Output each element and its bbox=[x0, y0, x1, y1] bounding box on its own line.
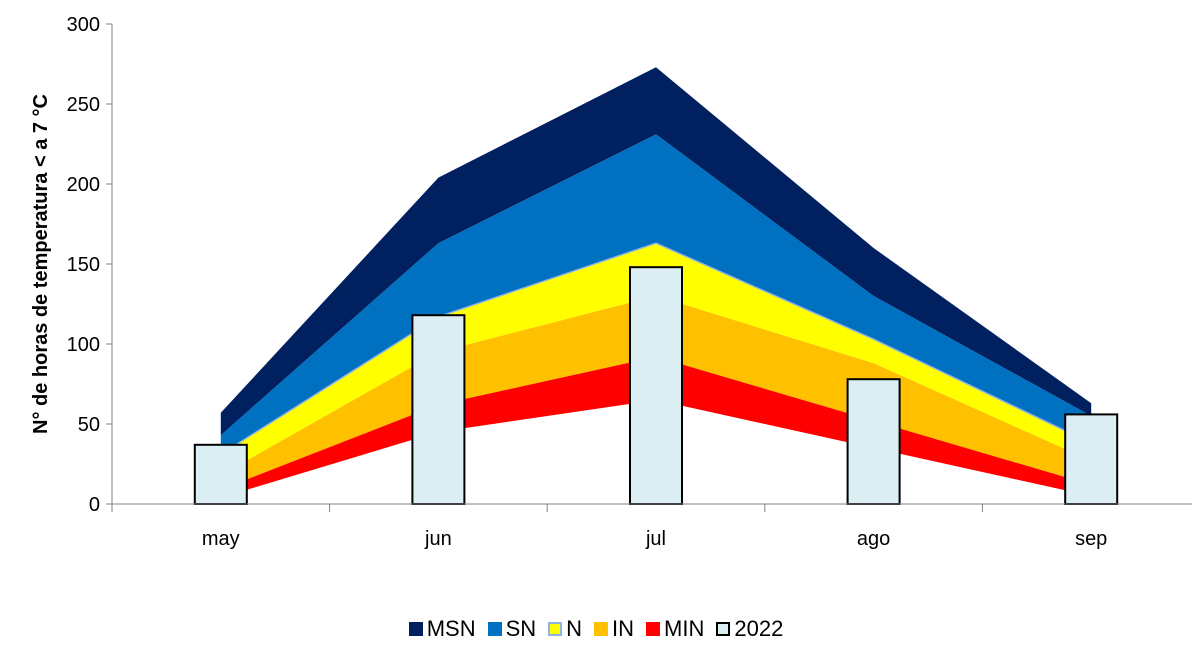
x-tick-label: jul bbox=[645, 528, 666, 550]
x-tick-label: sep bbox=[1075, 528, 1107, 550]
legend-label: MIN bbox=[664, 616, 705, 641]
legend-label: MSN bbox=[426, 616, 476, 641]
legend-swatch bbox=[594, 622, 609, 636]
legend-label: SN bbox=[505, 616, 537, 641]
x-tick-label: may bbox=[202, 528, 240, 550]
legend-label: N bbox=[566, 616, 583, 641]
bar-2022-may bbox=[193, 443, 248, 505]
y-tick-label: 300 bbox=[67, 14, 100, 36]
legend-swatch bbox=[646, 622, 661, 636]
legend-item-sn: SN bbox=[487, 616, 537, 642]
legend-label: IN bbox=[612, 616, 635, 641]
band-msn bbox=[220, 67, 1092, 436]
bar-2022-ago bbox=[846, 378, 901, 506]
band-sn bbox=[220, 134, 1092, 455]
y-tick-label: 200 bbox=[67, 174, 100, 196]
legend: MSN SN N IN MIN 2022 bbox=[0, 616, 1192, 642]
bar-2022-jun bbox=[411, 314, 466, 506]
bar-2022-sep bbox=[1064, 413, 1119, 505]
legend-label: 2022 bbox=[734, 616, 784, 641]
x-tick-label: ago bbox=[857, 528, 890, 550]
legend-item-n: N bbox=[548, 616, 582, 642]
legend-item-msn: MSN bbox=[408, 616, 476, 642]
y-tick-label: 150 bbox=[67, 254, 100, 276]
band-n-edge bbox=[220, 242, 1092, 456]
legend-swatch bbox=[716, 622, 731, 636]
y-tick-label: 100 bbox=[67, 334, 100, 356]
y-tick-label: 0 bbox=[89, 494, 100, 516]
y-tick-label: 250 bbox=[67, 94, 100, 116]
legend-swatch bbox=[548, 622, 563, 636]
legend-swatch bbox=[487, 622, 502, 636]
y-tick-label: 50 bbox=[78, 414, 100, 436]
y-axis-label: N° de horas de temperatura < a 7 °C bbox=[30, 94, 52, 434]
legend-item-min: MIN bbox=[646, 616, 704, 642]
legend-item-in: IN bbox=[594, 616, 634, 642]
legend-item-2022: 2022 bbox=[716, 616, 783, 642]
legend-swatch bbox=[408, 622, 423, 636]
x-tick-label: jun bbox=[424, 528, 452, 550]
bar-2022-jul bbox=[629, 266, 683, 506]
chart-svg: 0 50 100 150 200 250 300 may jun jul ago sep N° de h… bbox=[30, 14, 1192, 550]
